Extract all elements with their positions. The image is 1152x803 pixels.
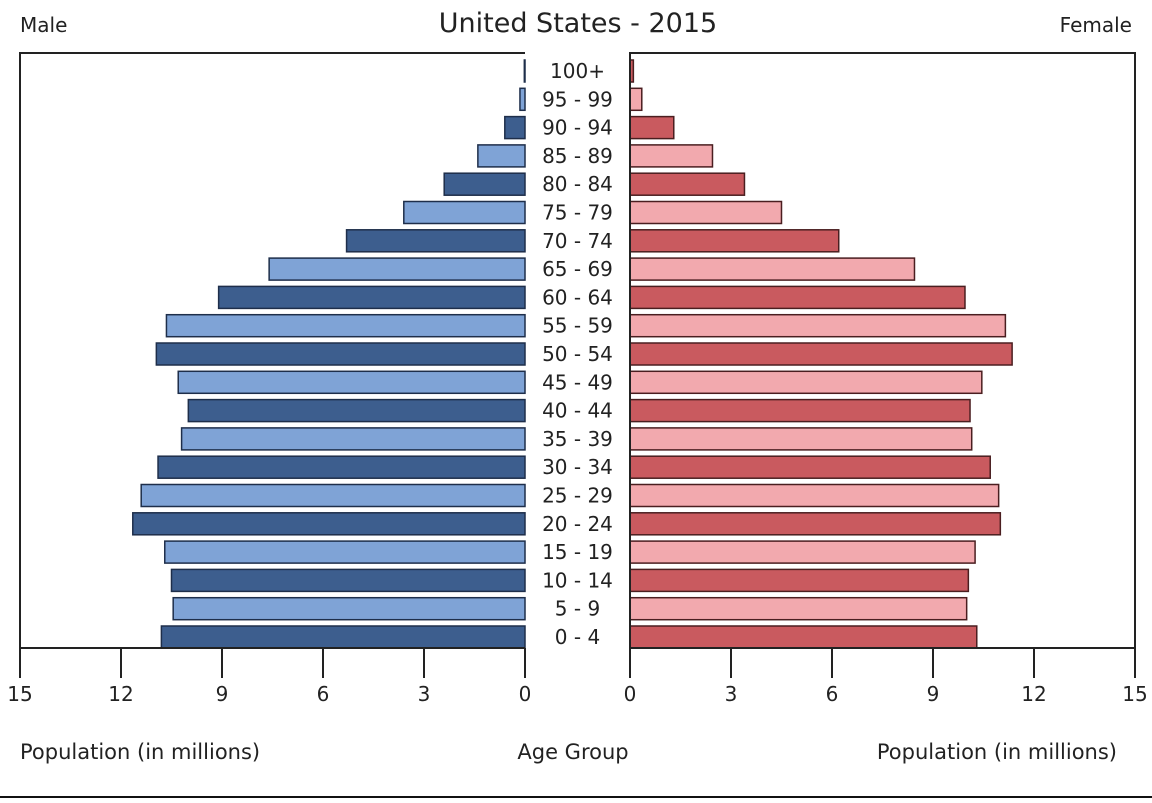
chart-title: United States - 2015 (439, 8, 717, 39)
age-group-label: 0 - 4 (555, 625, 600, 649)
female-tick-label: 15 (1122, 682, 1147, 706)
male-bar (177, 370, 526, 395)
age-group-label: 40 - 44 (542, 399, 613, 423)
male-tick-label: 9 (216, 682, 229, 706)
female-bar (629, 625, 978, 649)
male-bar (443, 172, 526, 196)
male-tick-label: 15 (7, 682, 32, 706)
male-plot-frame (19, 52, 525, 649)
age-group-label: 65 - 69 (542, 257, 613, 281)
female-bar (629, 512, 1002, 536)
female-bar (629, 229, 840, 253)
female-tick-label: 12 (1021, 682, 1046, 706)
male-bar (187, 398, 526, 423)
age-group-label: 45 - 49 (542, 370, 613, 394)
male-bar (477, 144, 526, 168)
male-bar (345, 229, 526, 253)
age-group-label: 95 - 99 (542, 87, 613, 111)
male-tick-label: 12 (108, 682, 133, 706)
male-label: Male (20, 13, 67, 37)
female-bar (629, 427, 973, 451)
female-tick-label: 6 (826, 682, 839, 706)
age-group-label: 80 - 84 (542, 172, 613, 196)
female-bar (629, 483, 1000, 508)
female-tick-label: 3 (725, 682, 738, 706)
female-bar (629, 257, 916, 281)
female-bar (629, 87, 643, 112)
female-label: Female (1060, 13, 1132, 37)
age-group-label: 60 - 64 (542, 285, 613, 309)
female-bar (629, 342, 1013, 366)
female-bar (629, 172, 746, 196)
male-bar (132, 512, 526, 536)
male-bar (180, 427, 526, 451)
female-bar (629, 115, 675, 140)
male-tick-label: 6 (317, 682, 330, 706)
age-group-label: 50 - 54 (542, 342, 613, 366)
male-bar (268, 257, 526, 281)
female-bar (629, 596, 968, 621)
age-group-label: 30 - 34 (542, 455, 613, 479)
x-axis-label-right: Population (in millions) (877, 740, 1117, 764)
female-plot-frame (629, 52, 1136, 649)
age-group-label: 20 - 24 (542, 512, 613, 536)
female-bar (629, 455, 991, 479)
age-group-label: 5 - 9 (555, 597, 600, 621)
female-bar (629, 144, 714, 168)
age-group-label: 10 - 14 (542, 568, 613, 592)
male-bar (504, 115, 526, 140)
male-bar (523, 59, 526, 83)
x-axis-label-left: Population (in millions) (20, 740, 260, 764)
age-group-label: 100+ (550, 59, 605, 83)
male-bar (140, 483, 526, 508)
age-group-label: 15 - 19 (542, 540, 613, 564)
male-bar (519, 87, 526, 112)
male-bar (165, 313, 526, 338)
male-bar (170, 568, 526, 593)
male-bar (172, 596, 526, 621)
female-bar (629, 568, 970, 593)
male-tick-label: 3 (418, 682, 431, 706)
female-bar (629, 285, 966, 310)
age-group-label: 35 - 39 (542, 427, 613, 451)
age-group-label: 55 - 59 (542, 314, 613, 338)
x-axis-label-center: Age Group (517, 740, 628, 764)
female-tick-label: 0 (624, 682, 637, 706)
female-bar (629, 200, 783, 225)
female-bar (629, 540, 976, 564)
male-bar (403, 200, 526, 225)
age-group-label: 85 - 89 (542, 144, 613, 168)
age-group-label: 70 - 74 (542, 229, 613, 253)
age-group-label: 75 - 79 (542, 201, 613, 225)
female-tick-label: 9 (927, 682, 940, 706)
male-bar (160, 625, 526, 649)
age-group-label: 90 - 94 (542, 116, 613, 140)
male-tick-label: 0 (519, 682, 532, 706)
male-bar (217, 285, 526, 310)
female-bar (629, 398, 971, 423)
age-group-label: 25 - 29 (542, 484, 613, 508)
female-bar (629, 313, 1007, 338)
male-bar (157, 455, 526, 479)
male-bar (164, 540, 526, 564)
male-bar (155, 342, 526, 366)
female-bar (629, 370, 983, 395)
